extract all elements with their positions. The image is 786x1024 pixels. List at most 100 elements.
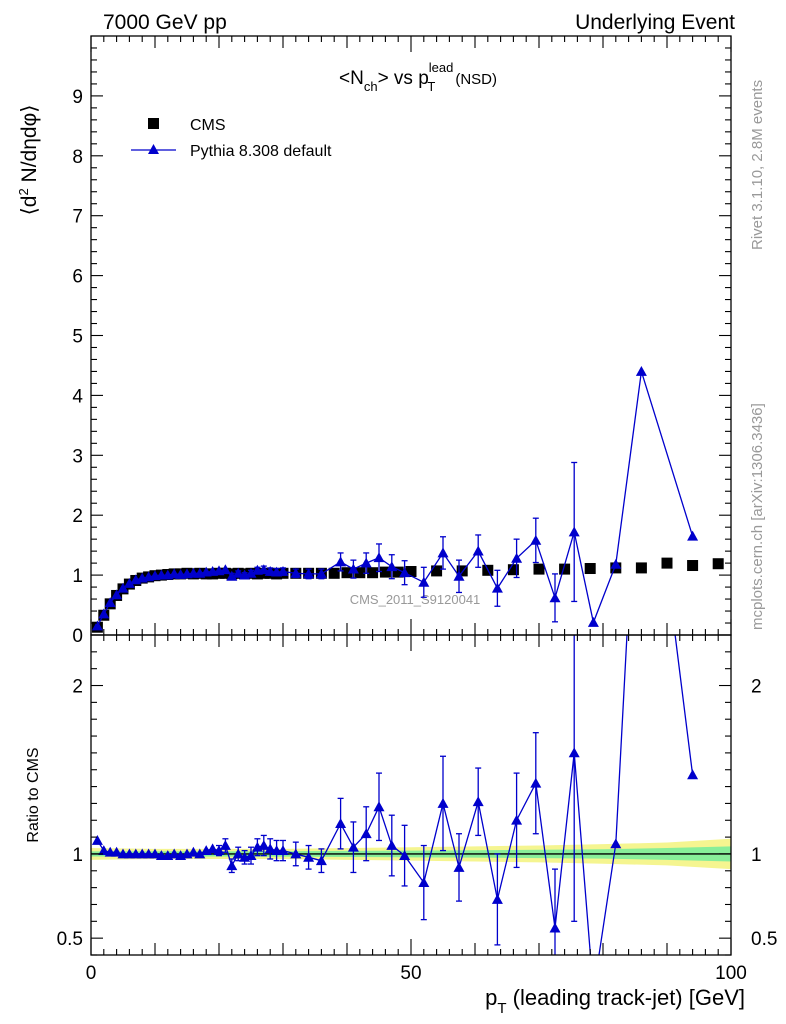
ratio-data-point xyxy=(418,877,430,887)
ratio-data-point xyxy=(373,801,385,812)
ratio-data-point xyxy=(549,922,561,933)
pythia-data-point xyxy=(453,570,465,581)
cms-data-point xyxy=(431,565,443,577)
cms-data-point xyxy=(392,566,404,578)
top-y-tick-label: 2 xyxy=(72,506,83,527)
cms-data-point xyxy=(584,563,596,575)
cms-data-point xyxy=(712,558,724,570)
pythia-data-point xyxy=(226,570,238,581)
pythia-data-point xyxy=(245,567,257,578)
top-y-tick-label: 5 xyxy=(72,327,83,348)
ratio-y-tick-label-right: 2 xyxy=(751,677,762,698)
ratio-line xyxy=(96,635,694,955)
top-y-tick-label: 8 xyxy=(72,147,83,168)
pythia-data-point xyxy=(610,558,622,569)
analysis-watermark: CMS_2011_S9120041 xyxy=(350,592,481,607)
cms-data-point xyxy=(367,567,379,579)
ratio-data-point xyxy=(290,848,302,859)
top-y-tick-label: 1 xyxy=(72,566,83,587)
cms-data-point xyxy=(341,567,353,579)
pythia-data-point xyxy=(303,568,315,579)
pythia-data-point xyxy=(399,567,411,578)
ratio-data-point xyxy=(149,848,161,859)
legend-pythia-marker xyxy=(148,144,159,154)
header-left: 7000 GeV pp xyxy=(103,11,227,34)
ratio-plot-frame xyxy=(90,634,732,956)
ratio-data-point xyxy=(207,843,219,854)
cms-data-point xyxy=(405,566,417,578)
legend-pythia-label: Pythia 8.308 default xyxy=(190,143,332,160)
ratio-y-tick-label: 0.5 xyxy=(57,929,83,950)
ratio-data-point xyxy=(360,828,372,839)
pythia-data-point xyxy=(117,582,129,593)
pythia-data-point xyxy=(437,547,449,558)
pythia-data-point xyxy=(373,552,385,563)
legend-cms-marker xyxy=(148,118,159,129)
pythia-data-point xyxy=(491,582,503,593)
top-plot-data xyxy=(91,365,724,633)
top-plot-title: <Nch> vs plead T (NSD) xyxy=(339,60,497,94)
x-axis-label: pT (leading track-jet) [GeV] xyxy=(485,985,745,1017)
pythia-data-point xyxy=(290,567,302,578)
ratio-data-point xyxy=(687,769,699,780)
axes: 0 1 2 3 4 5 6 7 8 9 0.5 0.5 1 1 2 2 0 50 100 xyxy=(57,35,777,984)
pythia-data-point xyxy=(568,526,580,537)
pythia-data-point xyxy=(687,530,699,541)
ratio-data-point xyxy=(277,845,289,855)
ratio-data-point xyxy=(437,797,449,808)
top-plot-frame xyxy=(90,35,732,636)
ratio-data-point xyxy=(511,814,523,825)
ratio-data-point xyxy=(187,846,199,857)
top-y-tick-label: 6 xyxy=(72,267,83,288)
ratio-y-tick-label: 1 xyxy=(72,845,83,866)
cms-data-point xyxy=(328,567,340,579)
cms-data-point xyxy=(456,565,468,577)
ratio-data-point xyxy=(335,818,347,829)
pythia-data-point xyxy=(277,566,289,576)
ratio-data-point xyxy=(194,848,206,859)
cms-data-point xyxy=(354,567,366,579)
top-y-axis-label: ⟨d2 N/dηdφ⟩ xyxy=(16,105,41,216)
pythia-data-point xyxy=(635,365,647,376)
x-tick-label: 50 xyxy=(400,963,421,984)
pythia-data-point xyxy=(347,563,359,574)
ratio-data-point xyxy=(347,841,359,852)
cms-data-point xyxy=(533,563,545,575)
pythia-data-point xyxy=(232,567,244,578)
ratio-data-point xyxy=(610,838,622,849)
legend-cms-label: CMS xyxy=(190,117,226,134)
ratio-y-tick-label-right: 1 xyxy=(751,845,762,866)
ratio-data-point xyxy=(168,848,180,859)
ratio-data-point xyxy=(111,846,123,857)
cms-data-point xyxy=(635,562,647,574)
ratio-data-point xyxy=(219,840,231,850)
pythia-data-point xyxy=(418,576,430,587)
pythia-data-point xyxy=(472,545,484,556)
top-y-tick-label: 9 xyxy=(72,87,83,108)
pythia-data-point xyxy=(123,577,135,588)
pythia-data-point xyxy=(335,556,347,567)
pythia-data-point xyxy=(315,568,327,579)
pythia-data-point xyxy=(549,592,561,603)
cms-data-point xyxy=(379,566,391,578)
pythia-data-point xyxy=(219,564,231,575)
x-tick-label: 0 xyxy=(86,963,97,984)
cms-data-point xyxy=(507,564,519,576)
ratio-data-point xyxy=(568,747,580,758)
pythia-data-point xyxy=(511,552,523,563)
pythia-data-point xyxy=(104,597,116,608)
ratio-data-point xyxy=(213,845,225,855)
pythia-data-point xyxy=(91,620,103,631)
ratio-plot-data xyxy=(91,635,731,955)
ratio-y-tick-label-right: 0.5 xyxy=(751,929,777,950)
top-y-tick-label: 4 xyxy=(72,386,83,407)
bottom-y-axis-label: Ratio to CMS xyxy=(25,747,42,842)
ratio-data-point xyxy=(453,861,465,872)
ratio-data-point xyxy=(386,840,398,850)
pythia-data-point xyxy=(98,608,110,619)
ratio-data-point xyxy=(258,840,270,850)
cms-data-point xyxy=(687,560,699,572)
pythia-data-point xyxy=(530,534,542,545)
top-y-tick-label: 7 xyxy=(72,207,83,228)
